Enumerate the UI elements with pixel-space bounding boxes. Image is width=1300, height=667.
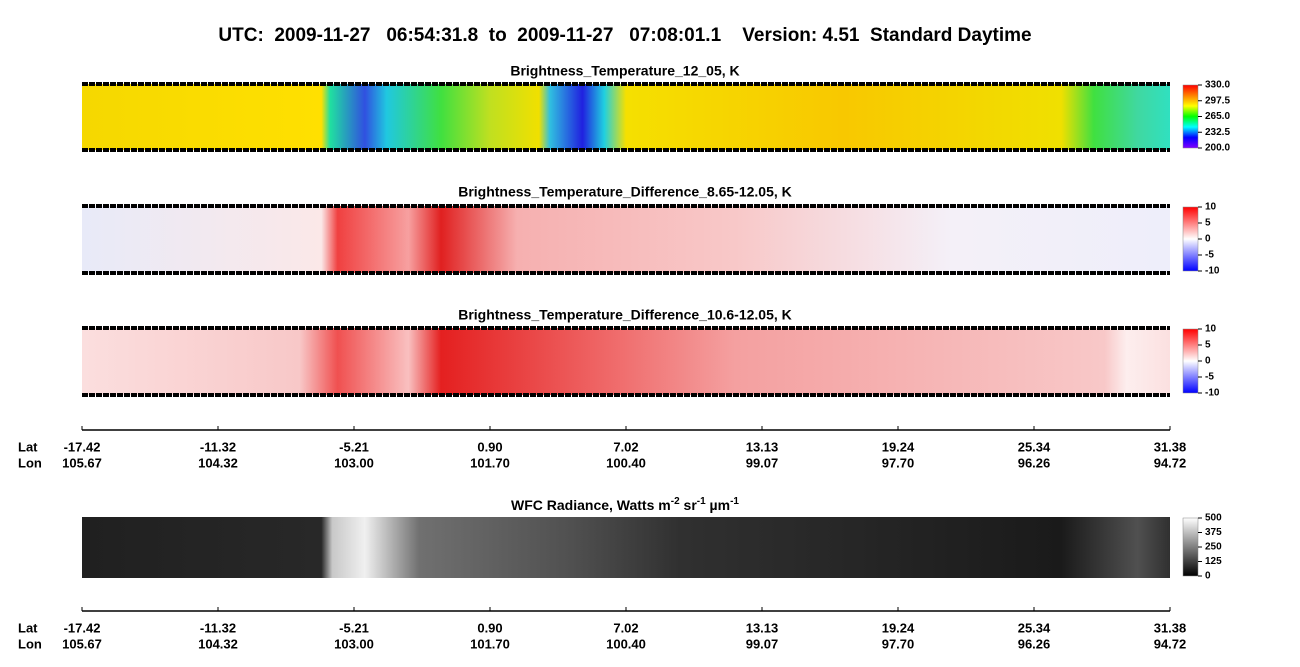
- lon-tick-label: 99.07: [746, 455, 779, 470]
- colorbar-tick-label: 5: [1205, 340, 1211, 351]
- lon-tick-label: 101.70: [470, 455, 510, 470]
- image-strip: [82, 328, 1170, 395]
- colorbar-tick-label: 0: [1205, 356, 1211, 367]
- title-text: sr: [680, 497, 698, 513]
- colorbar-tick-label: 200.0: [1205, 143, 1230, 154]
- lat-tick-label: 0.90: [477, 439, 502, 454]
- lon-tick-label: 104.32: [198, 636, 238, 651]
- colorbar-tick-label: 10: [1205, 324, 1217, 335]
- colorbar: [1182, 206, 1199, 272]
- colorbar-tick-label: -5: [1205, 372, 1214, 383]
- colorbar-tick-label: 5: [1205, 218, 1211, 229]
- colorbar-tick-label: 500: [1205, 513, 1222, 524]
- lon-tick-label: 96.26: [1018, 455, 1051, 470]
- colorbar-tick-label: 0: [1205, 571, 1211, 582]
- lat-label: Lat: [18, 439, 38, 454]
- lon-tick-label: 100.40: [606, 455, 646, 470]
- colorbar-tick-label: 10: [1205, 202, 1217, 213]
- colorbar-tick-label: 0: [1205, 234, 1211, 245]
- title-text: µm: [706, 497, 730, 513]
- lat-tick-label: 7.02: [613, 620, 638, 635]
- colorbar-tick-label: 297.5: [1205, 95, 1230, 106]
- lat-tick-label: 25.34: [1018, 620, 1051, 635]
- lat-tick-label: 0.90: [477, 620, 502, 635]
- colorbar: [1182, 517, 1199, 577]
- lat-tick-label: -5.21: [339, 620, 369, 635]
- lon-label: Lon: [18, 636, 42, 651]
- lat-tick-label: 13.13: [746, 620, 779, 635]
- lon-tick-label: 94.72: [1154, 636, 1187, 651]
- title-superscript: -2: [671, 496, 680, 507]
- image-strip: [82, 517, 1170, 578]
- lat-tick-label: 31.38: [1154, 439, 1187, 454]
- panel-title: Brightness_Temperature_Difference_8.65-1…: [458, 184, 792, 200]
- lon-tick-label: 94.72: [1154, 455, 1187, 470]
- lat-tick-label: -17.42: [64, 439, 101, 454]
- lon-tick-label: 105.67: [62, 455, 102, 470]
- colorbar-tick-label: 250: [1205, 542, 1222, 553]
- image-strip: [82, 206, 1170, 273]
- colorbar-tick-label: 265.0: [1205, 111, 1230, 122]
- lon-tick-label: 103.00: [334, 636, 374, 651]
- lat-tick-label: -11.32: [200, 620, 236, 635]
- lon-tick-label: 101.70: [470, 636, 510, 651]
- colorbar-tick-label: -10: [1205, 388, 1220, 399]
- panel-title: Brightness_Temperature_Difference_10.6-1…: [458, 307, 792, 323]
- lat-tick-label: 13.13: [746, 439, 779, 454]
- colorbar-tick-label: 330.0: [1205, 80, 1230, 91]
- colorbar-tick-label: 375: [1205, 527, 1222, 538]
- header: UTC: 2009-11-27 06:54:31.8 to 2009-11-27…: [218, 25, 1031, 46]
- title-text: WFC Radiance, Watts m: [511, 497, 671, 513]
- colorbar-tick-label: -10: [1205, 266, 1220, 277]
- lat-tick-label: 19.24: [882, 439, 915, 454]
- lat-tick-label: 19.24: [882, 620, 915, 635]
- title-superscript: -1: [730, 496, 739, 507]
- lat-label: Lat: [18, 620, 38, 635]
- lon-tick-label: 97.70: [882, 636, 915, 651]
- lat-tick-label: 31.38: [1154, 620, 1187, 635]
- lat-tick-label: 25.34: [1018, 439, 1051, 454]
- lon-tick-label: 97.70: [882, 455, 915, 470]
- lon-tick-label: 99.07: [746, 636, 779, 651]
- colorbar-tick-label: 232.5: [1205, 127, 1230, 138]
- colorbar: [1182, 84, 1199, 149]
- lon-tick-label: 103.00: [334, 455, 374, 470]
- lat-tick-label: -11.32: [200, 439, 236, 454]
- image-strip: [82, 84, 1170, 150]
- lon-label: Lon: [18, 455, 42, 470]
- colorbar: [1182, 328, 1199, 394]
- lon-tick-label: 100.40: [606, 636, 646, 651]
- lat-tick-label: -5.21: [339, 439, 369, 454]
- colorbar-tick-label: -5: [1205, 250, 1214, 261]
- colorbar-tick-label: 125: [1205, 556, 1222, 567]
- lat-tick-label: 7.02: [613, 439, 638, 454]
- lon-tick-label: 105.67: [62, 636, 102, 651]
- lat-tick-label: -17.42: [64, 620, 101, 635]
- panel-title: WFC Radiance, Watts m-2 sr-1 µm-1: [511, 496, 739, 513]
- panel-title: Brightness_Temperature_12_05, K: [510, 63, 739, 79]
- lon-tick-label: 96.26: [1018, 636, 1051, 651]
- lon-tick-label: 104.32: [198, 455, 238, 470]
- title-superscript: -1: [697, 496, 706, 507]
